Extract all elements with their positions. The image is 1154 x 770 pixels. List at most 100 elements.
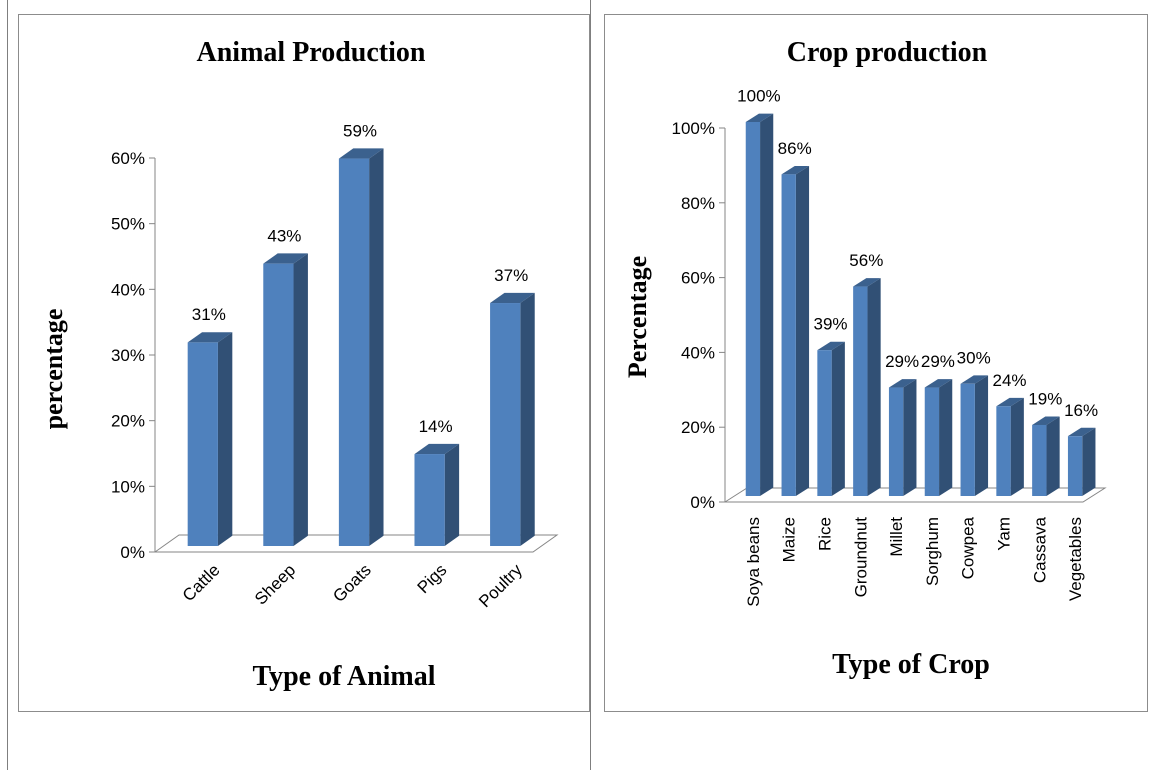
data-label: 86% xyxy=(778,139,812,158)
bar-front xyxy=(996,406,1011,496)
y-tick-label: 50% xyxy=(111,215,145,234)
bar-top xyxy=(853,278,881,287)
bar-front xyxy=(853,286,868,496)
bar-front xyxy=(490,303,521,546)
bar-top xyxy=(414,443,460,455)
category-label: Maize xyxy=(780,517,799,562)
bar-side xyxy=(293,253,308,546)
data-label: 29% xyxy=(921,352,955,371)
bar-side xyxy=(444,443,460,546)
bar-top xyxy=(490,292,535,304)
bar-front xyxy=(888,387,904,496)
bar-front xyxy=(1067,436,1083,496)
y-tick-label: 40% xyxy=(681,343,715,362)
y-tick-label: 60% xyxy=(681,269,715,288)
y-tick-label: 0% xyxy=(120,543,145,562)
bar xyxy=(338,148,384,547)
bar xyxy=(888,379,917,496)
bar-top xyxy=(960,375,989,384)
bar-top xyxy=(817,341,845,351)
bar-side xyxy=(795,165,810,496)
bar-side xyxy=(1082,427,1096,496)
bar-top xyxy=(745,113,774,122)
bar-side xyxy=(520,292,535,546)
data-label: 59% xyxy=(343,121,377,140)
y-tick-label: 80% xyxy=(681,194,715,213)
category-label: Cowpea xyxy=(959,516,978,579)
data-label: 19% xyxy=(1028,390,1062,409)
category-label: Sorghum xyxy=(923,517,942,586)
chart-title: Animal Production xyxy=(197,37,426,68)
category-label: Rice xyxy=(816,517,835,551)
bar xyxy=(187,332,233,546)
bar-front xyxy=(338,158,370,547)
data-label: 43% xyxy=(267,226,301,245)
bar-side xyxy=(867,278,881,496)
bar-top xyxy=(996,397,1024,407)
bar xyxy=(490,292,535,546)
y-tick-label: 30% xyxy=(111,346,145,365)
category-label: Goats xyxy=(329,560,375,606)
bar xyxy=(414,443,460,546)
bar xyxy=(853,278,881,496)
x-axis-title: Type of Crop xyxy=(832,649,990,680)
category-label: Groundnut xyxy=(851,517,870,598)
bar-top xyxy=(924,379,953,388)
bar xyxy=(1032,416,1060,496)
bar-front xyxy=(960,383,975,496)
category-label: Cassava xyxy=(1030,516,1049,583)
crop-production-chart-panel: Crop production Percentage Type of Crop … xyxy=(604,14,1148,712)
bar-front xyxy=(263,263,294,546)
data-label: 31% xyxy=(192,305,226,324)
data-label: 37% xyxy=(494,266,528,285)
y-tick-label: 40% xyxy=(111,280,145,299)
bar xyxy=(996,397,1024,496)
chart-title: Crop production xyxy=(787,37,988,68)
bar-top xyxy=(781,165,810,175)
animal-production-chart: Animal Production percentage Type of Ani… xyxy=(39,37,559,692)
y-tick-label: 20% xyxy=(681,418,715,437)
bar-side xyxy=(1010,397,1024,496)
category-label: Pigs xyxy=(414,560,451,597)
category-label: Millet xyxy=(887,517,906,557)
bar xyxy=(960,375,989,496)
bar xyxy=(745,113,774,496)
center-divider-rule xyxy=(590,0,591,770)
bar xyxy=(1067,427,1096,496)
y-axis-title: Percentage xyxy=(623,256,652,378)
bar-side xyxy=(974,375,989,496)
bar-top xyxy=(1067,427,1096,437)
bar-front xyxy=(1032,424,1047,496)
bar-top xyxy=(888,379,917,388)
bar-side xyxy=(760,113,774,496)
category-label: Cattle xyxy=(179,560,224,605)
bar-side xyxy=(1046,416,1060,496)
bar-top xyxy=(1032,416,1060,425)
y-tick-label: 10% xyxy=(111,477,145,496)
y-tick-label: 0% xyxy=(690,493,715,512)
bar-front xyxy=(414,454,445,546)
bar-top xyxy=(187,332,233,343)
data-label: 16% xyxy=(1064,401,1098,420)
bar-top xyxy=(263,253,308,264)
category-label: Poultry xyxy=(475,560,526,611)
bar-side xyxy=(831,341,845,496)
category-label: Soya beans xyxy=(744,517,763,607)
data-label: 24% xyxy=(992,371,1026,390)
data-label: 39% xyxy=(813,315,847,334)
bar-side xyxy=(369,148,384,546)
data-label: 29% xyxy=(885,352,919,371)
bar-top xyxy=(338,148,384,159)
data-label: 14% xyxy=(419,417,453,436)
data-label: 30% xyxy=(957,348,991,367)
bar xyxy=(781,165,810,497)
bar-front xyxy=(187,342,218,546)
bar-side xyxy=(903,379,917,496)
x-axis-title: Type of Animal xyxy=(252,661,435,692)
bar xyxy=(817,341,845,496)
category-label: Vegetables xyxy=(1066,517,1085,601)
bar-front xyxy=(781,174,796,497)
y-axis-title: percentage xyxy=(39,309,68,430)
left-margin-rule xyxy=(7,0,8,770)
y-tick-label: 60% xyxy=(111,149,145,168)
